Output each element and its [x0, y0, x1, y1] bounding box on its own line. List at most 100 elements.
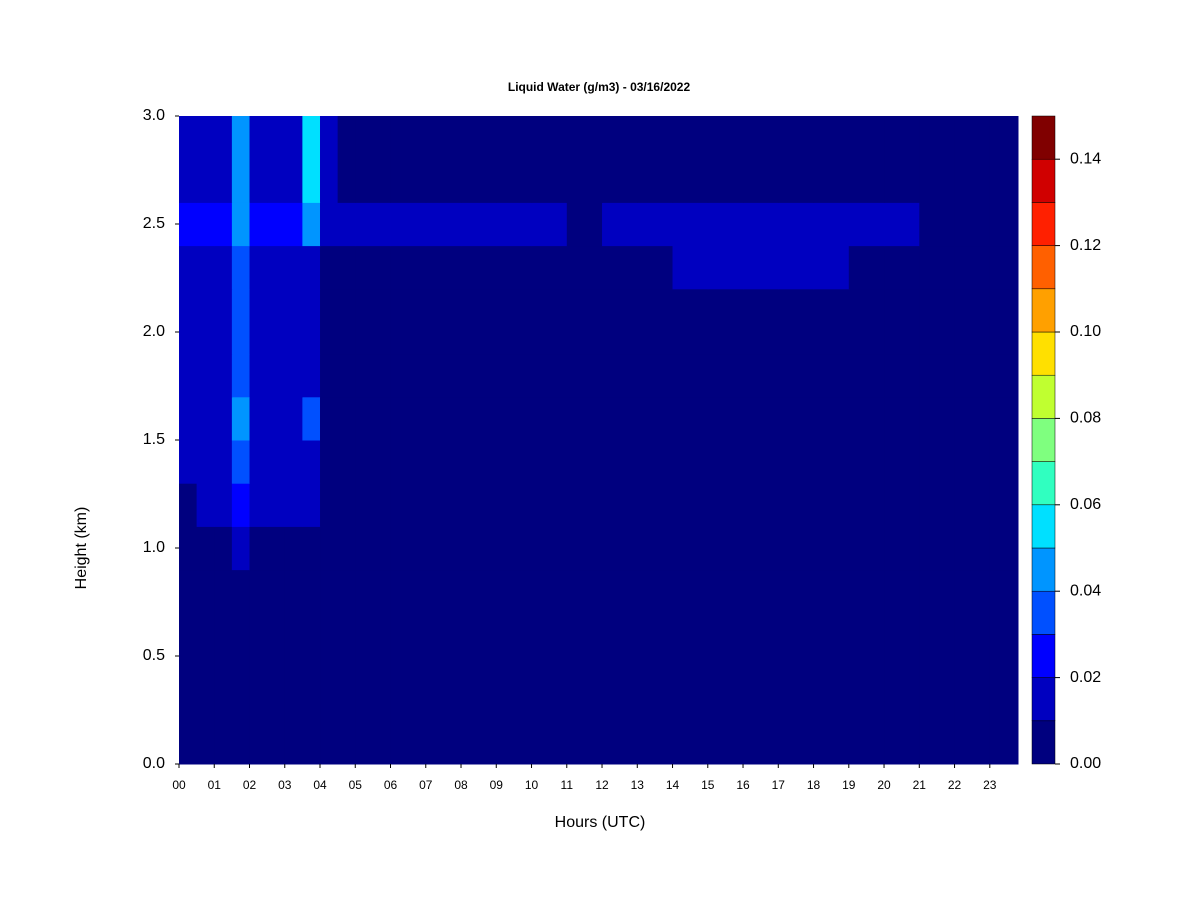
heat-cell: [196, 440, 215, 484]
colorbar-tick-label: 0.12: [1070, 237, 1101, 254]
heat-cell: [179, 202, 198, 247]
heat-cell: [179, 440, 198, 484]
heat-cell: [954, 396, 991, 441]
x-tick-label: 09: [490, 778, 504, 792]
heat-cell: [989, 353, 1019, 398]
heat-cell: [249, 483, 268, 527]
heat-cell: [231, 396, 251, 441]
colorbar-tick-label: 0.06: [1070, 496, 1101, 513]
heat-cell: [602, 396, 638, 441]
heat-cell: [196, 569, 215, 765]
heat-cell: [778, 245, 815, 290]
heat-cell: [743, 526, 779, 571]
x-tick-label: 17: [772, 778, 786, 792]
x-tick-label: 11: [561, 778, 574, 792]
heat-cell: [249, 569, 268, 765]
x-tick-label: 19: [842, 778, 856, 792]
heat-cell: [743, 116, 779, 203]
heat-cell: [884, 245, 920, 290]
heat-cell: [531, 245, 568, 290]
colorbar-swatch: [1031, 158, 1056, 203]
heat-cell: [707, 569, 744, 765]
colorbar-swatch: [1031, 504, 1056, 549]
heat-cell: [214, 396, 233, 441]
heat-cell: [337, 526, 356, 571]
heat-cell: [848, 526, 885, 571]
heat-cell: [249, 353, 268, 398]
heat-cell: [637, 116, 674, 203]
heat-cell: [531, 288, 568, 355]
heat-cell: [390, 116, 427, 203]
heat-cell: [231, 245, 251, 290]
heat-cell: [214, 353, 233, 398]
heat-cell: [919, 569, 956, 765]
heat-cell: [954, 483, 991, 527]
heat-cell: [179, 569, 198, 765]
heat-cell: [267, 116, 286, 203]
heat-cell: [848, 288, 885, 355]
heat-cell: [707, 245, 744, 290]
x-tick-label: 01: [208, 778, 222, 792]
heat-cell: [531, 483, 568, 527]
heat-cell: [355, 440, 392, 484]
heat-cell: [496, 288, 533, 355]
x-tick-label: 21: [913, 778, 927, 792]
x-tick-label: 20: [877, 778, 891, 792]
x-tick-label: 18: [807, 778, 821, 792]
heat-cell: [566, 353, 603, 398]
heat-cell: [884, 569, 920, 765]
heat-cell: [425, 202, 462, 247]
heat-cell: [425, 569, 462, 765]
heat-cell: [672, 353, 709, 398]
heat-cell: [284, 396, 303, 441]
colorbar-tick-label: 0.04: [1070, 582, 1101, 599]
heat-cell: [778, 396, 815, 441]
heat-cell: [267, 569, 286, 765]
heat-cell: [884, 288, 920, 355]
heat-cell: [496, 483, 533, 527]
heat-cell: [355, 202, 392, 247]
heat-cell: [743, 288, 779, 355]
x-tick-label: 03: [278, 778, 292, 792]
heat-cell: [196, 116, 215, 203]
heat-cell: [813, 526, 850, 571]
heat-cell: [337, 245, 356, 290]
heat-cell: [884, 396, 920, 441]
heat-cell: [884, 526, 920, 571]
y-tick-label: 1.0: [143, 539, 165, 556]
heat-cell: [531, 353, 568, 398]
heat-cell: [566, 440, 603, 484]
heat-cell: [461, 353, 497, 398]
heat-cell: [672, 440, 709, 484]
x-tick-label: 14: [666, 778, 680, 792]
heat-cell: [267, 483, 286, 527]
y-tick-label: 0.0: [143, 755, 165, 772]
heat-cell: [848, 353, 885, 398]
heat-cell: [249, 202, 268, 247]
heat-cell: [778, 569, 815, 765]
heat-cell: [337, 483, 356, 527]
heat-cell: [179, 245, 198, 290]
heat-cell: [196, 396, 215, 441]
heat-cell: [196, 202, 215, 247]
heat-cell: [231, 288, 251, 355]
heat-cell: [989, 202, 1019, 247]
colorbar-tick-label: 0.02: [1070, 669, 1101, 686]
heat-cell: [884, 440, 920, 484]
heat-cell: [813, 396, 850, 441]
colorbar-tick-label: 0.00: [1070, 755, 1101, 772]
colorbar-swatch: [1031, 590, 1056, 635]
heat-cell: [989, 245, 1019, 290]
heat-cell: [337, 396, 356, 441]
x-tick-label: 16: [736, 778, 750, 792]
heat-cell: [848, 440, 885, 484]
x-tick-label: 22: [948, 778, 962, 792]
heat-cell: [425, 116, 462, 203]
heat-cell: [214, 526, 233, 571]
heat-cell: [320, 396, 339, 441]
heat-cell: [425, 483, 462, 527]
heat-cell: [231, 526, 251, 571]
heat-cell: [390, 483, 427, 527]
heat-cell: [496, 526, 533, 571]
colorbar-tick-label: 0.14: [1070, 150, 1101, 167]
